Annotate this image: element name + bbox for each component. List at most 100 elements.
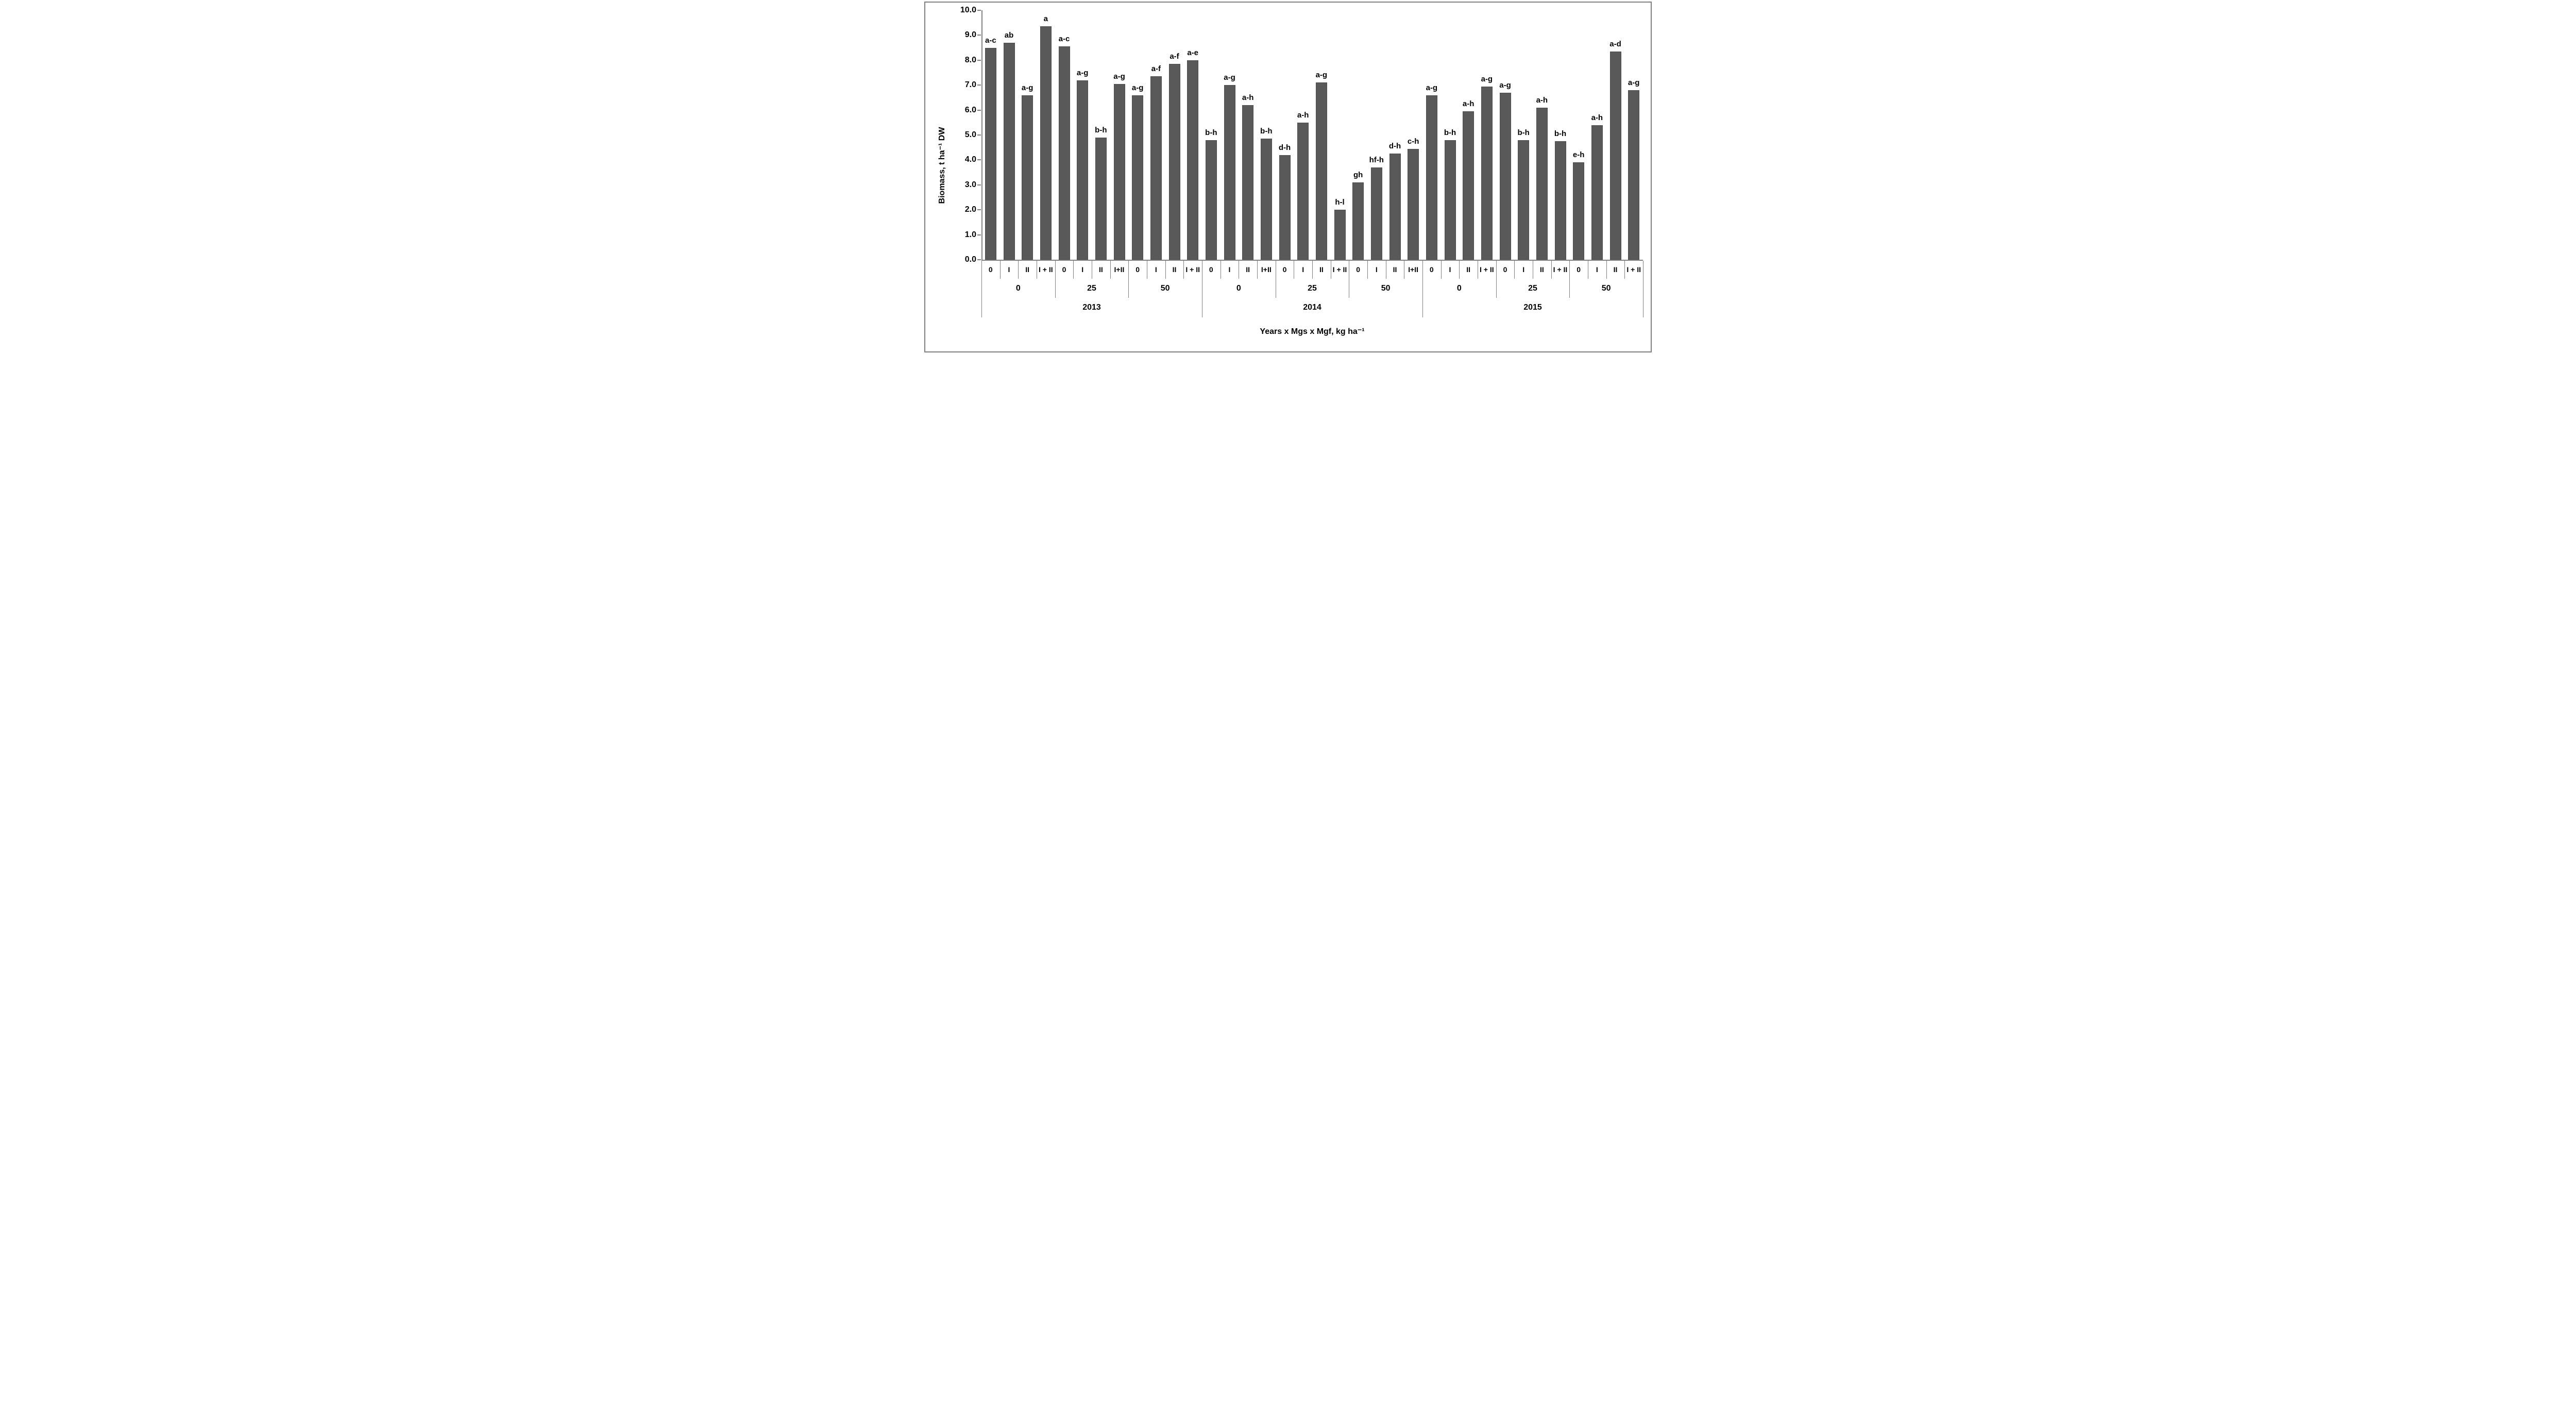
y-axis-tick [977,109,981,111]
bar-significance-label: a-g [1076,68,1089,77]
bar [1224,85,1235,260]
bar [1113,83,1125,260]
mgf-label: I [1596,265,1598,274]
year-label: 2013 [1082,303,1101,312]
mgf-label: I [1375,265,1378,274]
bar-significance-label: a-h [1591,113,1603,122]
bar-significance-label: a-c [985,36,996,45]
mgf-label: II [1539,265,1544,274]
y-axis-tick [977,209,981,211]
bar-significance-label: d-h [1278,143,1291,152]
biomass-bar-chart: Biomass, t ha⁻¹ DW Years x Mgs x Mgf, kg… [923,0,1653,354]
bar-significance-label: a-g [1113,72,1125,81]
bar-significance-label: a-h [1242,93,1254,102]
bar-significance-label: a-d [1609,39,1621,48]
mgf-label: II [1025,265,1030,274]
mgf-label: 0 [1503,265,1507,274]
bar [1463,111,1475,260]
bar-significance-label: c-h [1407,137,1419,146]
y-axis-tick [977,10,981,11]
y-axis-tick-label: 6.0 [964,105,976,114]
mgs-label: 0 [1236,283,1241,293]
bar [1095,137,1107,260]
bar [1352,182,1364,260]
y-axis-tick [977,184,981,186]
bar-significance-label: a-g [1628,78,1640,87]
mgf-label: II [1466,265,1471,274]
mgf-label: I [1081,265,1084,274]
category-separator-line [1055,261,1056,298]
mgf-label: 0 [1429,265,1434,274]
category-separator-line [1440,261,1442,279]
bar [1260,139,1272,260]
mgf-label: I+II [1261,265,1272,274]
bar [1370,167,1382,260]
y-axis-tick-label: 3.0 [964,180,976,189]
mgf-label: I [1228,265,1231,274]
category-separator-line [1551,261,1552,279]
bar-significance-label: d-h [1388,142,1401,151]
mgf-label: I + II [1185,265,1200,274]
bar-significance-label: b-h [1260,127,1273,136]
bar [1132,95,1144,260]
bar [1279,155,1291,260]
category-separator-line [1624,261,1625,279]
mgf-label: 0 [988,265,993,274]
bar [1040,26,1052,260]
mgs-label: 50 [1601,283,1611,293]
mgf-label: II [1393,265,1397,274]
bar [1187,60,1199,260]
bar-significance-label: a-f [1151,64,1161,74]
mgf-label: I + II [1553,265,1568,274]
category-separator-line [1257,261,1258,279]
y-axis-tick [977,259,981,260]
mgf-label: I [1449,265,1451,274]
bar [1444,140,1456,260]
bar-significance-label: a-e [1187,48,1198,57]
bar [1554,141,1566,260]
mgf-label: 0 [1136,265,1140,274]
category-separator-line [1165,261,1166,279]
y-axis-line [981,10,982,261]
mgs-label: 0 [1015,283,1021,293]
bar-significance-label: b-h [1205,128,1217,137]
bar-significance-label: a-h [1462,99,1475,109]
bar-significance-label: b-h [1444,128,1456,137]
mgf-label: I + II [1480,265,1494,274]
mgf-label: II [1319,265,1324,274]
bar [1168,64,1180,260]
bar [1205,140,1217,260]
mgf-label: I+II [1114,265,1125,274]
category-separator-line [1110,261,1111,279]
category-separator-line [1183,261,1184,279]
bar-significance-label: a-g [1499,80,1511,90]
bar-significance-label: a-c [1058,35,1070,44]
bar [1315,82,1327,260]
bar-significance-label: b-h [1517,128,1530,137]
mgf-label: I + II [1626,265,1641,274]
bar [1058,46,1070,260]
mgf-label: I [1155,265,1157,274]
bar [1573,162,1585,260]
mgs-label: 50 [1381,283,1391,293]
bar [1499,92,1511,260]
bar [1536,107,1548,260]
bar-significance-label: a-g [1315,71,1328,80]
y-axis-tick [977,85,981,86]
bar-significance-label: gh [1353,170,1363,179]
category-separator-line [1128,261,1129,298]
bar-significance-label: h-l [1335,198,1345,207]
mgf-label: I [1522,265,1525,274]
mgf-label: I+II [1408,265,1419,274]
bar-significance-label: a-g [1426,83,1438,92]
mgf-label: 0 [1062,265,1066,274]
category-separator-line [999,261,1001,279]
bar [1518,140,1530,260]
category-separator-line [981,261,982,317]
y-axis-tick-label: 9.0 [964,30,976,40]
x-axis-baseline [981,260,1643,261]
bar-significance-label: a-g [1021,83,1033,92]
y-axis-tick [977,159,981,161]
mgf-label: I + II [1039,265,1053,274]
category-separator-line [1367,261,1368,279]
